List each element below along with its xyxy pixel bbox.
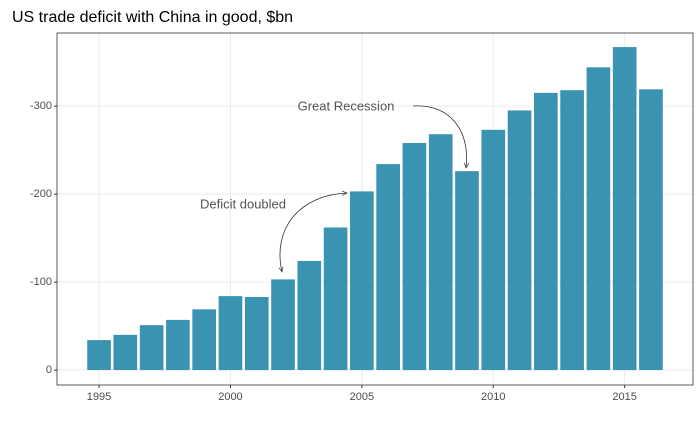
bar <box>507 110 532 371</box>
bar <box>586 67 611 371</box>
bar <box>612 47 637 371</box>
bar <box>560 90 584 371</box>
bar <box>428 134 453 371</box>
annotation: Great Recession <box>298 98 395 113</box>
bar <box>376 164 400 371</box>
bar <box>113 334 138 371</box>
annotation: Deficit doubled <box>200 196 286 211</box>
y-tick-label: 0 <box>46 364 52 376</box>
x-tick-label: 2015 <box>612 391 636 403</box>
bar <box>534 92 558 371</box>
x-tick-label: 2010 <box>481 391 505 403</box>
bar <box>166 319 190 371</box>
bar <box>455 171 479 371</box>
bar <box>639 89 663 371</box>
bar <box>192 309 216 371</box>
y-tick-label: -200 <box>30 188 52 200</box>
bar <box>271 279 295 371</box>
y-tick-label: -300 <box>30 100 52 112</box>
chart-title: US trade deficit with China in good, $bn <box>12 9 293 26</box>
panel-border <box>56 32 694 386</box>
annotation-arrow <box>412 105 467 168</box>
bar <box>323 227 348 371</box>
bar <box>481 129 506 371</box>
bar <box>87 340 111 371</box>
bar <box>218 296 243 371</box>
bar <box>297 260 322 371</box>
bar <box>139 325 164 371</box>
x-tick-label: 1995 <box>87 391 111 403</box>
y-tick-label: -100 <box>30 276 52 288</box>
bar <box>350 191 374 371</box>
bar <box>402 143 427 371</box>
annotation-arrow <box>280 193 347 272</box>
x-tick-label: 2000 <box>218 391 242 403</box>
bar <box>244 297 269 371</box>
x-tick-label: 2005 <box>350 391 374 403</box>
